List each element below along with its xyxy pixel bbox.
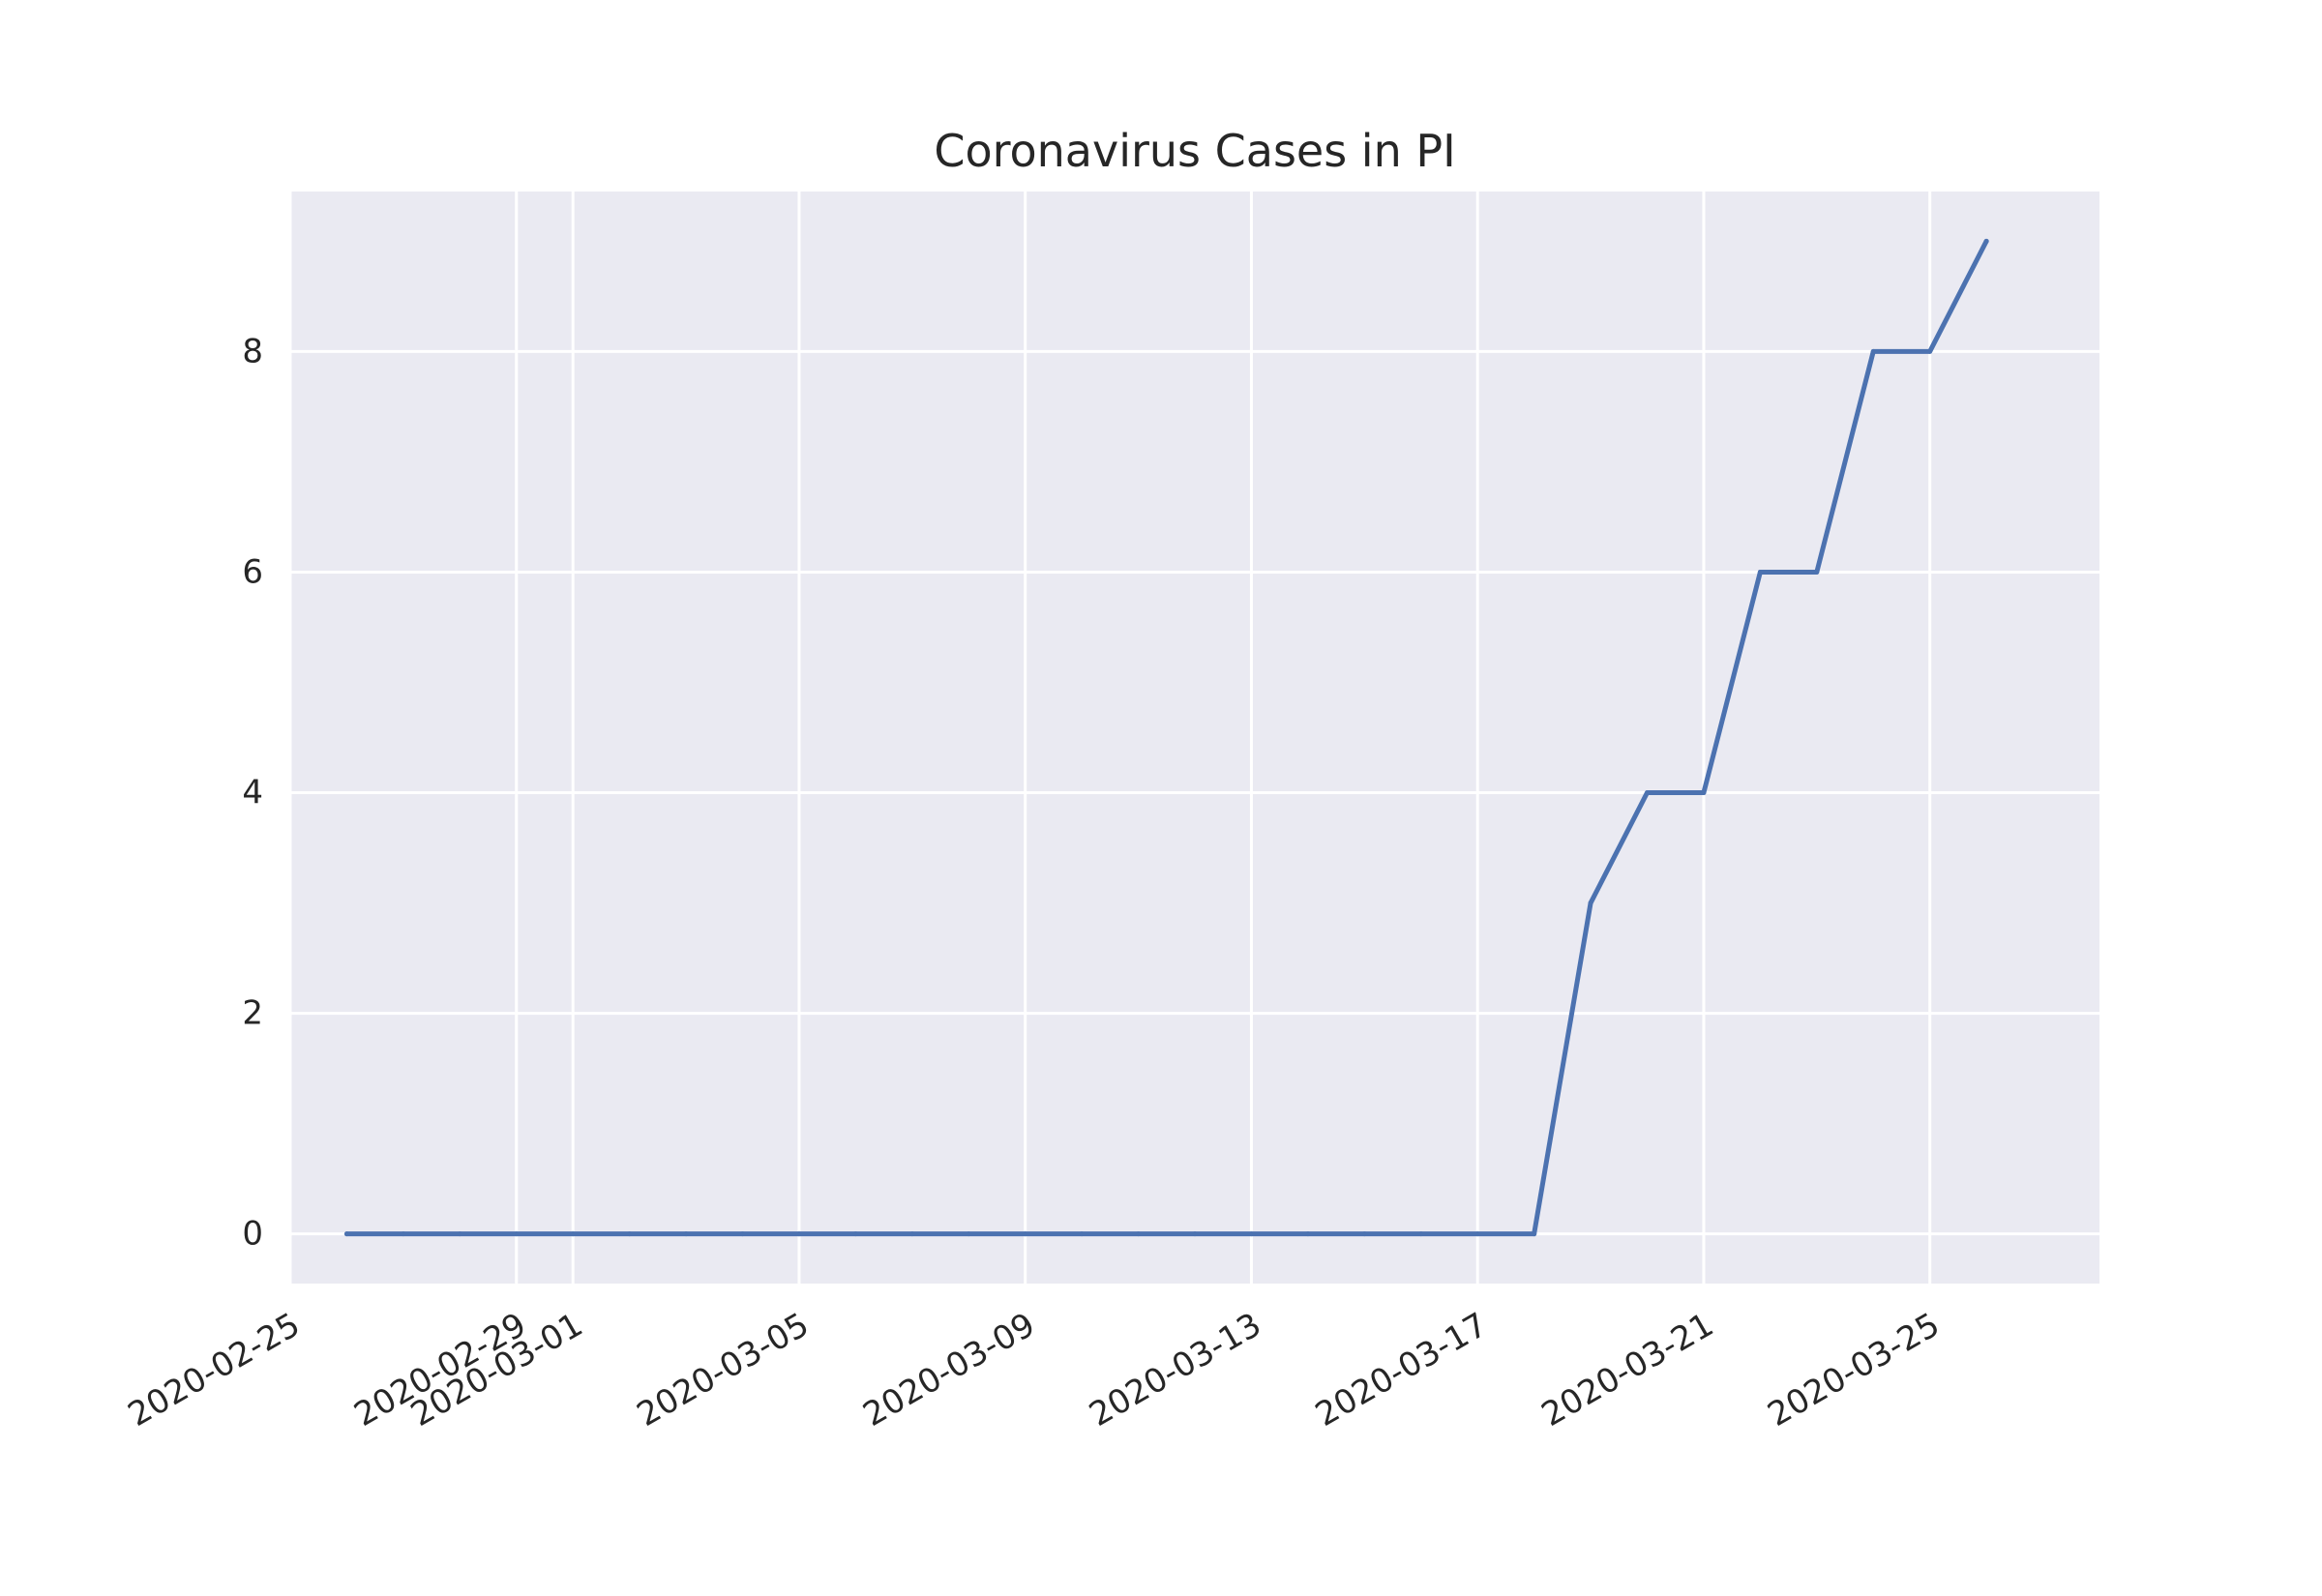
chart-title: Coronavirus Cases in PI [934,125,1455,177]
data-point-22 [1588,901,1593,906]
data-point-3 [514,1231,520,1237]
data-point-26 [1814,569,1820,575]
data-point-0 [343,1231,349,1237]
data-point-11 [966,1231,971,1237]
data-point-19 [1418,1231,1424,1237]
data-point-17 [1305,1231,1311,1237]
data-point-27 [1870,348,1876,354]
x-tick-label-7: 2020-03-21 [1535,1306,1720,1434]
x-tick-label-3: 2020-03-05 [631,1306,816,1434]
data-point-25 [1757,569,1763,575]
data-point-13 [1079,1231,1085,1237]
x-tick-label-6: 2020-03-17 [1309,1306,1494,1434]
data-point-6 [683,1231,689,1237]
data-point-12 [1023,1231,1028,1237]
data-point-2 [457,1231,462,1237]
y-tick-label-2: 4 [242,774,263,813]
data-point-15 [1192,1231,1198,1237]
y-tick-label-3: 6 [242,552,263,591]
data-point-28 [1927,348,1933,354]
data-point-5 [627,1231,633,1237]
data-point-7 [740,1231,745,1237]
data-point-20 [1474,1231,1480,1237]
x-tick-label-4: 2020-03-09 [856,1306,1041,1434]
data-point-1 [401,1231,406,1237]
x-tick-label-0: 2020-02-25 [122,1306,307,1434]
data-point-10 [909,1231,915,1237]
data-point-16 [1248,1231,1254,1237]
data-point-18 [1361,1231,1367,1237]
data-point-8 [796,1231,802,1237]
data-point-4 [570,1231,576,1237]
y-tick-label-0: 0 [242,1215,263,1254]
data-point-23 [1645,790,1650,796]
y-tick-label-4: 8 [242,332,263,370]
series-line-0 [343,238,1989,1237]
x-tick-label-5: 2020-03-13 [1083,1306,1267,1434]
data-point-14 [1136,1231,1142,1237]
data-point-29 [1983,238,1989,244]
data-point-24 [1701,790,1707,796]
series-layer [343,238,1989,1237]
y-tick-label-1: 2 [242,994,263,1033]
x-tick-label-8: 2020-03-25 [1761,1306,1946,1434]
data-point-9 [852,1231,858,1237]
plot-background [290,192,2099,1284]
data-point-21 [1532,1231,1537,1237]
